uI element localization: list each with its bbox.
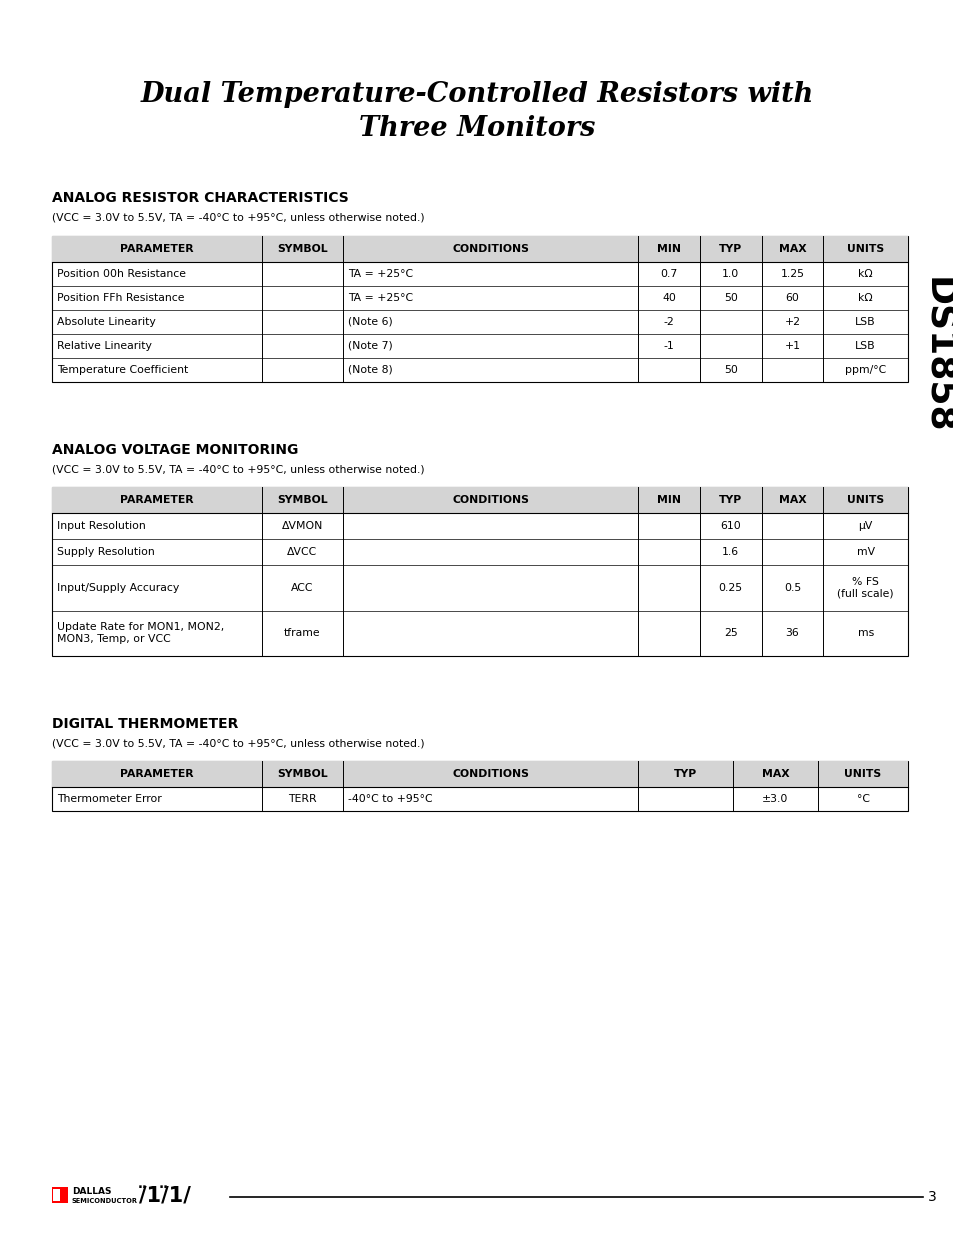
Text: +2: +2 [783, 317, 800, 327]
Text: 50: 50 [723, 293, 737, 303]
Text: TA = +25°C: TA = +25°C [348, 293, 413, 303]
Text: Temperature Coefficient: Temperature Coefficient [57, 366, 188, 375]
Text: 25: 25 [723, 629, 737, 638]
Text: Position 00h Resistance: Position 00h Resistance [57, 269, 186, 279]
Text: DS1858: DS1858 [920, 277, 953, 433]
Text: TERR: TERR [288, 794, 316, 804]
Text: CONDITIONS: CONDITIONS [452, 245, 529, 254]
Text: Input/Supply Accuracy: Input/Supply Accuracy [57, 583, 179, 593]
Text: -1: -1 [663, 341, 674, 351]
Text: kΩ: kΩ [858, 293, 872, 303]
Text: ±3.0: ±3.0 [761, 794, 788, 804]
Text: CONDITIONS: CONDITIONS [452, 769, 529, 779]
Text: 3: 3 [927, 1191, 936, 1204]
Text: tframe: tframe [284, 629, 320, 638]
Text: 50: 50 [723, 366, 737, 375]
Text: 0.25: 0.25 [718, 583, 742, 593]
Text: MIN: MIN [657, 245, 680, 254]
Bar [52, 761, 907, 787]
Text: MAX: MAX [760, 769, 788, 779]
Text: Position FFh Resistance: Position FFh Resistance [57, 293, 184, 303]
Text: (VCC = 3.0V to 5.5V, TA = -40°C to +95°C, unless otherwise noted.): (VCC = 3.0V to 5.5V, TA = -40°C to +95°C… [52, 464, 424, 474]
Bar [52, 236, 907, 262]
Text: -40°C to +95°C: -40°C to +95°C [348, 794, 433, 804]
Text: TA = +25°C: TA = +25°C [348, 269, 413, 279]
Text: PARAMETER: PARAMETER [120, 245, 193, 254]
Bar [53, 1189, 60, 1200]
Text: mV: mV [856, 547, 874, 557]
Text: Relative Linearity: Relative Linearity [57, 341, 152, 351]
Text: SEMICONDUCTOR: SEMICONDUCTOR [71, 1198, 138, 1204]
Text: TYP: TYP [673, 769, 697, 779]
Text: MAX: MAX [778, 495, 805, 505]
Text: kΩ: kΩ [858, 269, 872, 279]
Text: 0.7: 0.7 [659, 269, 677, 279]
Text: ppm/°C: ppm/°C [844, 366, 885, 375]
Text: (VCC = 3.0V to 5.5V, TA = -40°C to +95°C, unless otherwise noted.): (VCC = 3.0V to 5.5V, TA = -40°C to +95°C… [52, 739, 424, 748]
Text: μV: μV [858, 521, 872, 531]
Bar [52, 487, 907, 513]
Bar [52, 761, 907, 811]
Text: CONDITIONS: CONDITIONS [452, 495, 529, 505]
Text: 40: 40 [661, 293, 676, 303]
Text: 610: 610 [720, 521, 740, 531]
Text: LSB: LSB [855, 317, 875, 327]
Text: 1.0: 1.0 [721, 269, 739, 279]
Text: (Note 8): (Note 8) [348, 366, 393, 375]
Text: ΔVMON: ΔVMON [281, 521, 323, 531]
Bar [52, 1187, 68, 1203]
Text: DALLAS: DALLAS [71, 1188, 112, 1197]
Text: °C: °C [856, 794, 868, 804]
Text: SYMBOL: SYMBOL [276, 495, 327, 505]
Text: UNITS: UNITS [846, 245, 883, 254]
Text: MAX: MAX [778, 245, 805, 254]
Text: (Note 6): (Note 6) [348, 317, 393, 327]
Text: 1.6: 1.6 [721, 547, 739, 557]
Text: DIGITAL THERMOMETER: DIGITAL THERMOMETER [52, 718, 238, 731]
Text: PARAMETER: PARAMETER [120, 769, 193, 779]
Text: PARAMETER: PARAMETER [120, 495, 193, 505]
Text: Input Resolution: Input Resolution [57, 521, 146, 531]
Text: Thermometer Error: Thermometer Error [57, 794, 162, 804]
Text: Update Rate for MON1, MON2,
MON3, Temp, or VCC: Update Rate for MON1, MON2, MON3, Temp, … [57, 622, 224, 643]
Text: TYP: TYP [719, 495, 741, 505]
Text: MIN: MIN [657, 495, 680, 505]
Text: % FS
(full scale): % FS (full scale) [837, 577, 893, 599]
Text: ANALOG RESISTOR CHARACTERISTICS: ANALOG RESISTOR CHARACTERISTICS [52, 191, 349, 205]
Text: +1: +1 [783, 341, 800, 351]
Text: -2: -2 [663, 317, 674, 327]
Text: 0.5: 0.5 [783, 583, 801, 593]
Text: ΔVCC: ΔVCC [287, 547, 317, 557]
Text: UNITS: UNITS [843, 769, 881, 779]
Text: UNITS: UNITS [846, 495, 883, 505]
Text: SYMBOL: SYMBOL [276, 245, 327, 254]
Text: ANALOG VOLTAGE MONITORING: ANALOG VOLTAGE MONITORING [52, 443, 298, 457]
Text: Three Monitors: Three Monitors [358, 115, 595, 142]
Text: 1.25: 1.25 [780, 269, 803, 279]
Text: SYMBOL: SYMBOL [276, 769, 327, 779]
Text: TYP: TYP [719, 245, 741, 254]
Bar [52, 487, 907, 656]
Text: (VCC = 3.0V to 5.5V, TA = -40°C to +95°C, unless otherwise noted.): (VCC = 3.0V to 5.5V, TA = -40°C to +95°C… [52, 212, 424, 222]
Text: Dual Temperature-Controlled Resistors with: Dual Temperature-Controlled Resistors wi… [140, 82, 813, 109]
Text: LSB: LSB [855, 341, 875, 351]
Text: /̈1/̈1/: /̈1/̈1/ [140, 1186, 192, 1207]
Text: Supply Resolution: Supply Resolution [57, 547, 154, 557]
Text: ms: ms [857, 629, 873, 638]
Text: Absolute Linearity: Absolute Linearity [57, 317, 155, 327]
Text: 60: 60 [784, 293, 799, 303]
Bar [52, 236, 907, 382]
Text: ACC: ACC [291, 583, 314, 593]
Text: 36: 36 [784, 629, 799, 638]
Text: (Note 7): (Note 7) [348, 341, 393, 351]
